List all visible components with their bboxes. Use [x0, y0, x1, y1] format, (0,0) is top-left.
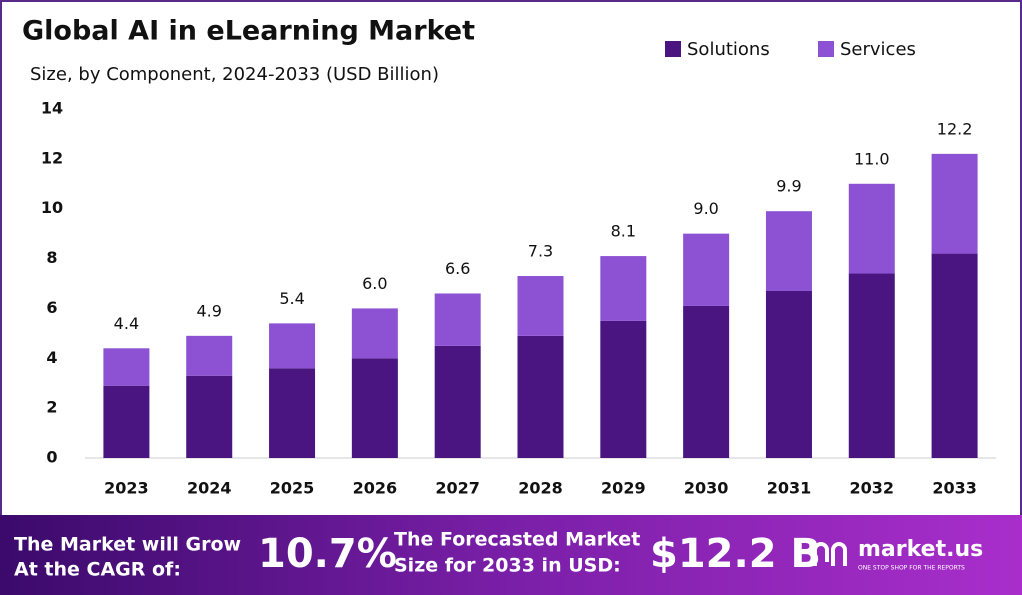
bar-segment: [434, 293, 481, 346]
x-tick-label: 2027: [435, 479, 480, 498]
x-tick-label: 2023: [104, 479, 149, 498]
x-tick-label: 2025: [270, 479, 315, 498]
bar-segment: [683, 233, 730, 306]
bar-segment: [848, 183, 895, 274]
y-tick-label: 6: [46, 298, 57, 317]
bar-segment: [351, 358, 398, 458]
bar-segment: [103, 348, 150, 386]
x-tick-label: 2030: [684, 479, 729, 498]
total-label: 8.1: [611, 222, 636, 241]
legend-label: Solutions: [687, 39, 770, 60]
brand: market.us: [858, 537, 983, 562]
total-label: 5.4: [279, 289, 304, 308]
bar-segment: [931, 153, 978, 254]
tagline: ONE STOP SHOP FOR THE REPORTS: [858, 565, 965, 572]
footer-banner: [0, 515, 1022, 595]
brand-logo: [813, 542, 847, 566]
bar-segment: [351, 308, 398, 359]
footer-text: Size for 2033 in USD:: [394, 555, 621, 577]
y-tick-label: 12: [41, 148, 63, 167]
bar-segment: [600, 320, 647, 458]
y-tick-label: 0: [46, 448, 57, 467]
bar-segment: [848, 273, 895, 458]
bar-segment: [103, 385, 150, 458]
bar-segment: [517, 335, 564, 458]
bar-segment: [683, 305, 730, 458]
bar-segment: [434, 345, 481, 458]
total-label: 6.0: [362, 274, 387, 293]
x-tick-label: 2028: [518, 479, 563, 498]
footer-text: At the CAGR of:: [14, 559, 181, 581]
x-tick-label: 2024: [187, 479, 232, 498]
footer-cagr: 10.7%: [258, 531, 397, 577]
chart-title: Global AI in eLearning Market: [22, 16, 475, 47]
bar-segment: [765, 290, 812, 458]
x-tick-label: 2032: [850, 479, 895, 498]
x-tick-label: 2033: [932, 479, 977, 498]
bar-segment: [186, 335, 233, 376]
total-label: 11.0: [854, 149, 890, 168]
total-label: 7.3: [528, 242, 553, 261]
x-tick-label: 2029: [601, 479, 646, 498]
y-tick-label: 10: [41, 198, 63, 217]
legend-label: Services: [840, 39, 916, 60]
bar-segment: [269, 368, 316, 458]
x-tick-label: 2026: [353, 479, 398, 498]
y-tick-label: 14: [41, 99, 63, 118]
total-label: 6.6: [445, 259, 470, 278]
bar-segment: [186, 375, 233, 458]
footer-text: The Forecasted Market: [394, 529, 640, 551]
x-tick-label: 2031: [767, 479, 812, 498]
footer-text: The Market will Grow: [14, 534, 241, 556]
chart-subtitle: Size, by Component, 2024-2033 (USD Billi…: [30, 64, 439, 85]
total-label: 4.4: [114, 314, 139, 333]
total-label: 4.9: [197, 301, 222, 320]
bar-segment: [600, 256, 647, 321]
total-label: 9.9: [776, 177, 801, 196]
bar-segment: [269, 323, 316, 369]
y-tick-label: 2: [46, 398, 57, 417]
bar-segment: [931, 253, 978, 458]
total-label: 12.2: [937, 119, 973, 138]
y-tick-label: 4: [46, 348, 57, 367]
y-tick-label: 8: [46, 248, 57, 267]
legend-swatch: [665, 41, 681, 57]
bar-segment: [765, 211, 812, 291]
legend-swatch: [818, 41, 834, 57]
footer-forecast: $12.2 B: [650, 531, 821, 577]
total-label: 9.0: [693, 199, 718, 218]
bar-segment: [517, 276, 564, 336]
